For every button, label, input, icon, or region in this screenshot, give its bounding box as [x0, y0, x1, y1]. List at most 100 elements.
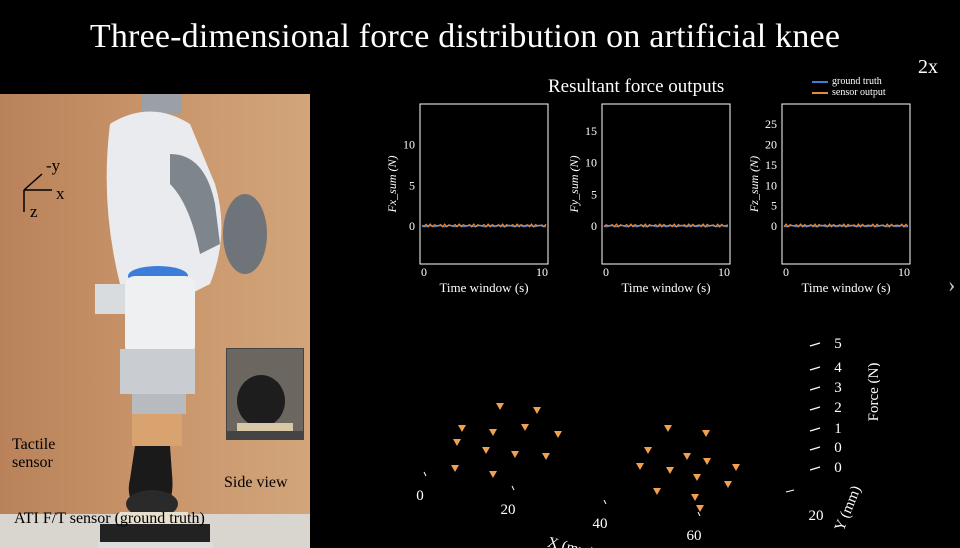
axis-x-label: x [56, 184, 65, 203]
x-tick-label: 0 [603, 265, 609, 279]
force-marker [664, 425, 672, 432]
force-marker [683, 453, 691, 460]
y-tick-mark [785, 489, 795, 493]
force-marker [489, 429, 497, 436]
coordinate-axes-icon [23, 173, 52, 212]
force-tick-mark [809, 366, 821, 371]
x-tick-label: 20 [501, 502, 516, 518]
x-axis-label: X (mm) [546, 535, 596, 548]
legend-ground-truth-swatch [812, 80, 828, 83]
force-marker [636, 463, 644, 470]
y-tick-label: 10 [765, 178, 777, 192]
x-tick-label: 10 [718, 265, 730, 279]
force-tick-label: 0 [834, 460, 842, 476]
force-tick-mark [809, 466, 821, 471]
x-tick-mark [423, 471, 427, 477]
legend-ground-truth: ground truth [812, 76, 886, 87]
page-title: Three-dimensional force distribution on … [89, 18, 841, 55]
force-marker [653, 488, 661, 495]
ati-sensor-label: ATI F/T sensor (ground truth) [14, 510, 205, 527]
force-axis-label: Force (N) [866, 363, 880, 422]
y-tick-label: 10 [585, 156, 597, 170]
force-plot-2: 15 10 5 0 0 10 Time window (s) Fy_sum (N) [567, 103, 731, 295]
force-marker [458, 425, 466, 432]
force-marker [702, 430, 710, 437]
side-view-label: Side view [224, 474, 288, 491]
force-tick-label: 3 [834, 380, 842, 396]
plot-frame [601, 103, 731, 265]
next-arrow-icon[interactable]: › [948, 272, 956, 297]
force-plots: 10 5 0 0 10 Time window (s) Fx_sum (N) 15 10 5 0 0 1… [385, 103, 911, 295]
x-tick-label: 60 [687, 528, 702, 544]
force-scatter-plot: 0 20 40 60 X (mm) 5 4 3 2 1 0 0 Force (N) 20 Y (mm) [416, 336, 880, 548]
force-tick-label: 0 [834, 440, 842, 456]
force-marker [693, 474, 701, 481]
y-tick-label: 25 [765, 117, 777, 131]
force-marker [644, 447, 652, 454]
side-view-inset [226, 348, 304, 440]
force-tick-label: 2 [834, 400, 842, 416]
force-marker [703, 458, 711, 465]
x-tick-mark [511, 485, 515, 491]
force-marker [511, 451, 519, 458]
legend: ground truth sensor output [812, 76, 886, 98]
x-tick-label: 40 [593, 516, 608, 532]
y-axis-label: Y (mm) [832, 484, 865, 534]
force-tick-label: 1 [834, 421, 842, 437]
plot-frame [781, 103, 911, 265]
x-tick-label: 10 [536, 265, 548, 279]
force-tick-label: 5 [834, 336, 842, 352]
y-tick-label: 0 [409, 219, 415, 233]
x-tick-mark [697, 511, 701, 517]
y-tick-label: 5 [771, 199, 777, 213]
axis-z-label: z [30, 202, 38, 221]
force-marker [542, 453, 550, 460]
sensor-output-line [421, 223, 547, 228]
x-tick-label: 0 [783, 265, 789, 279]
y-tick-label: 15 [765, 158, 777, 172]
force-tick-mark [809, 427, 821, 432]
x-axis-label: Time window (s) [439, 280, 528, 295]
y-tick-label: 5 [409, 178, 415, 192]
sensor-output-line [783, 223, 909, 228]
y-tick-label: 5 [591, 187, 597, 201]
y-tick-label: 20 [809, 508, 824, 524]
x-tick-label: 0 [421, 265, 427, 279]
sensor-output-line [603, 223, 729, 228]
y-tick-label: 0 [591, 219, 597, 233]
force-marker [691, 494, 699, 501]
force-marker [554, 431, 562, 438]
legend-sensor-output-swatch [812, 91, 828, 94]
force-tick-mark [809, 386, 821, 391]
x-tick-label: 10 [898, 265, 910, 279]
force-tick-mark [809, 406, 821, 411]
y-tick-label: 20 [765, 138, 777, 152]
force-marker [453, 439, 461, 446]
force-marker [732, 464, 740, 471]
plot-frame [419, 103, 549, 265]
force-marker [724, 481, 732, 488]
force-marker [666, 467, 674, 474]
x-tick-mark [603, 499, 607, 505]
force-marker [482, 447, 490, 454]
x-axis-label: Time window (s) [621, 280, 710, 295]
robot-arm-illustration [95, 94, 267, 548]
force-tick-mark [809, 342, 821, 347]
force-plot-1: 10 5 0 0 10 Time window (s) Fx_sum (N) [385, 103, 549, 295]
x-axis-label: Time window (s) [801, 280, 890, 295]
robot-photo: -y x z [0, 94, 310, 548]
force-plot-3: 25 20 15 10 5 0 0 10 Time window (s) Fz_sum (N) [747, 103, 911, 295]
y-tick-label: 0 [771, 219, 777, 233]
x-tick-label: 0 [416, 488, 424, 504]
plots-title: Resultant force outputs [548, 76, 725, 97]
force-marker [489, 471, 497, 478]
force-marker [533, 407, 541, 414]
force-tick-label: 4 [834, 360, 842, 376]
y-axis-label: Fx_sum (N) [385, 156, 399, 214]
force-marker [696, 505, 704, 512]
playback-speed[interactable]: 2x [918, 56, 938, 78]
force-tick-mark [809, 446, 821, 451]
legend-sensor-output: sensor output [812, 87, 886, 98]
force-marker [451, 465, 459, 472]
y-axis-label: Fy_sum (N) [567, 156, 581, 214]
